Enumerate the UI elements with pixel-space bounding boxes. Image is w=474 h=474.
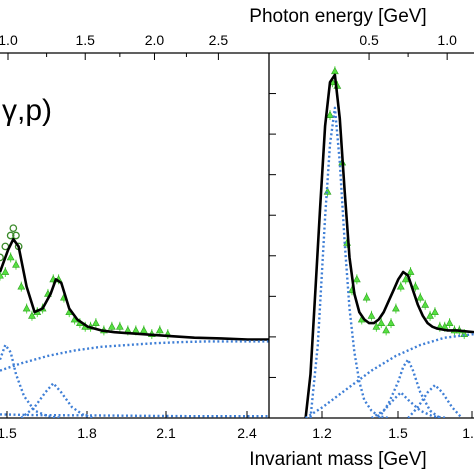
data-point-triangle xyxy=(22,304,31,312)
data-point-triangle xyxy=(367,311,376,319)
data-point-triangle xyxy=(362,293,371,301)
data-point-triangle xyxy=(17,282,26,290)
component-curve xyxy=(20,382,94,418)
data-point-triangle xyxy=(12,260,20,268)
data-point-triangle xyxy=(28,311,36,319)
data-point-triangle xyxy=(445,318,454,327)
data-point-triangle xyxy=(401,275,410,283)
top-tick-label: 2.5 xyxy=(209,32,229,48)
bottom-tick-label: 1.8 xyxy=(77,425,97,441)
top-tick-label: 2.0 xyxy=(145,32,165,48)
data-point-triangle xyxy=(377,318,386,327)
component-curve xyxy=(407,383,463,418)
component-curve xyxy=(0,413,269,418)
data-point-triangle xyxy=(115,322,124,330)
data-point-triangle xyxy=(411,282,420,290)
data-point-triangle xyxy=(416,293,425,301)
data-point-triangle xyxy=(155,326,164,334)
data-point-triangle xyxy=(1,267,10,275)
data-point-circle xyxy=(6,231,15,240)
bottom-tick-label: 2.4 xyxy=(237,425,257,441)
component-curve xyxy=(0,340,269,372)
fit-curve xyxy=(0,237,269,341)
bottom-tick-label: 1.8 xyxy=(462,425,474,441)
right-panel: 0.5 1.0 1.2 1.5 1.8 xyxy=(268,32,474,441)
data-point-triangle xyxy=(0,271,4,279)
data-point-triangle xyxy=(460,329,469,337)
data-point-triangle xyxy=(352,275,361,283)
bottom-axis-label: Invariant mass [GeV] xyxy=(249,449,426,470)
data-point-triangle xyxy=(139,326,148,334)
data-point-triangle xyxy=(431,307,439,316)
data-point-triangle xyxy=(6,253,15,261)
bottom-tick-label: 1.5 xyxy=(0,425,17,441)
fit-curve xyxy=(304,73,474,418)
data-point-triangle xyxy=(406,267,415,275)
bottom-tick-label: 2.1 xyxy=(156,425,176,441)
component-curve xyxy=(370,391,448,418)
data-point-triangle xyxy=(421,300,430,308)
top-tick-label: 1.5 xyxy=(75,32,95,48)
data-point-triangle xyxy=(391,304,400,312)
data-point-circle xyxy=(9,224,18,233)
top-tick-label: 1.0 xyxy=(437,32,457,48)
data-point-triangle xyxy=(387,318,395,327)
data-point-triangle xyxy=(330,67,339,75)
data-point-triangle xyxy=(326,110,334,118)
series-group xyxy=(304,66,474,418)
bottom-tick-label: 1.2 xyxy=(312,425,332,441)
data-point-circle xyxy=(12,231,20,240)
top-axis-label: Photon energy [GeV] xyxy=(249,6,426,27)
reaction-label: γ,p) xyxy=(2,94,52,127)
data-point-triangle xyxy=(131,326,140,334)
data-point-triangle xyxy=(396,282,405,290)
top-tick-label: 0.5 xyxy=(359,32,379,48)
data-point-triangle xyxy=(382,326,391,334)
left-panel: 1.0 1.5 2.0 2.5 1.5 1.8 2.1 2.4 xyxy=(0,32,269,441)
data-point-triangle xyxy=(107,322,116,330)
top-tick-label: 1.0 xyxy=(0,32,18,48)
data-point-triangle xyxy=(426,311,434,319)
data-point-circle xyxy=(0,253,4,262)
bottom-tick-label: 1.5 xyxy=(388,425,408,441)
series-group xyxy=(0,224,269,418)
data-point-triangle xyxy=(372,322,381,330)
component-curve xyxy=(304,332,474,418)
data-point-triangle xyxy=(91,318,100,327)
